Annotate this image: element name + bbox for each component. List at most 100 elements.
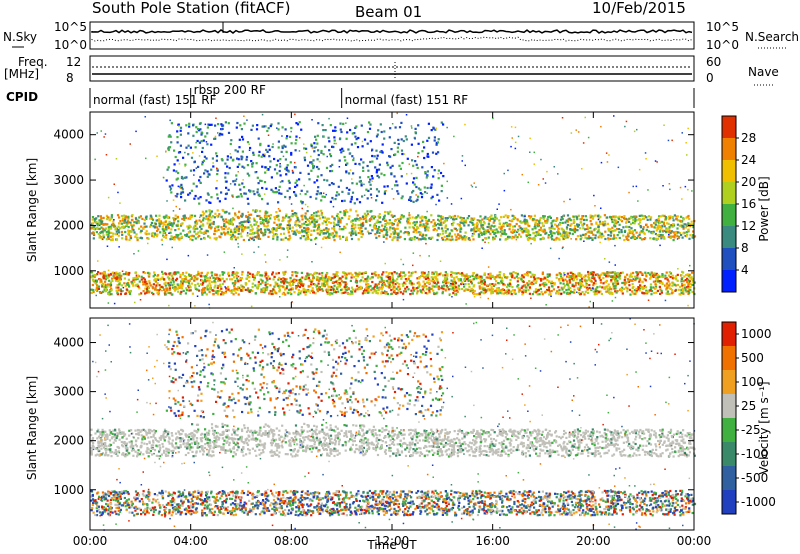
scatter-cell: [132, 229, 135, 232]
scatter-cell: [415, 231, 418, 234]
scatter-cell: [96, 287, 99, 290]
scatter-cell: [358, 201, 362, 204]
scatter-cell: [215, 187, 218, 190]
scatter-cell: [494, 224, 497, 228]
scatter-cell: [571, 273, 575, 276]
scatter-cell: [456, 223, 459, 226]
scatter-cell: [173, 163, 176, 166]
scatter-cell: [329, 124, 332, 127]
scatter-cell: [254, 284, 257, 287]
scatter-cell: [560, 277, 563, 280]
scatter-cell: [665, 282, 668, 285]
scatter-cell: [188, 273, 191, 276]
scatter-cell: [672, 291, 675, 294]
scatter-cell: [197, 273, 200, 276]
scatter-cell: [107, 274, 110, 277]
scatter-cell: [513, 276, 516, 279]
scatter-cell: [321, 222, 324, 225]
scatter-cell: [249, 232, 252, 235]
scatter-cell: [366, 277, 369, 280]
scatter-cell: [328, 285, 331, 289]
scatter-cell: [613, 222, 616, 225]
scatter-cell: [559, 218, 563, 221]
scatter-cell: [381, 286, 384, 289]
scatter-cell: [349, 272, 352, 275]
scatter-cell: [318, 277, 321, 280]
scatter-cell: [375, 188, 379, 191]
scatter-cell: [520, 276, 523, 279]
scatter-cell: [189, 225, 192, 228]
scatter-cell: [692, 230, 695, 233]
scatter-cell: [188, 192, 192, 195]
scatter-cell: [365, 188, 368, 191]
scatter-cell: [609, 228, 612, 231]
scatter-cell: [104, 288, 107, 291]
scatter-cell: [565, 226, 569, 229]
scatter-cell: [513, 225, 516, 228]
scatter-cell: [539, 238, 542, 241]
scatter-cell: [192, 182, 195, 185]
scatter-cell: [528, 286, 531, 289]
scatter-cell: [400, 277, 403, 280]
scatter-cell: [284, 167, 287, 170]
scatter-cell: [313, 225, 316, 228]
scatter-cell: [227, 273, 230, 276]
scatter-cell: [366, 212, 369, 216]
scatter-cell: [436, 234, 439, 237]
scatter-cell: [325, 218, 328, 221]
scatter-cell: [366, 291, 369, 294]
scatter-cell: [143, 218, 146, 222]
scatter-cell: [586, 231, 589, 234]
scatter-cell: [203, 286, 206, 290]
scatter-cell: [650, 290, 653, 293]
scatter-cell: [641, 273, 644, 276]
scatter-cell: [329, 292, 332, 295]
scatter-cell: [617, 216, 620, 219]
scatter-cell: [639, 236, 642, 240]
scatter-cell: [590, 287, 593, 291]
scatter-cell: [423, 237, 426, 240]
scatter-cell: [177, 123, 180, 126]
scatter-cell: [399, 291, 402, 294]
scatter-cell: [377, 228, 380, 231]
scatter-cell: [472, 229, 475, 232]
scatter-cell: [516, 236, 519, 239]
scatter-cell: [397, 289, 400, 292]
scatter-cell: [453, 272, 456, 275]
scatter-cell: [360, 124, 363, 127]
scatter-cell: [167, 225, 170, 228]
scatter-cell: [475, 223, 478, 226]
scatter-cell: [130, 219, 134, 222]
scatter-cell: [379, 287, 382, 290]
scatter-cell: [369, 183, 372, 186]
scatter-cell: [562, 232, 565, 235]
scatter-cell: [410, 282, 414, 285]
scatter-cell: [131, 214, 134, 217]
scatter-cell: [169, 223, 172, 226]
scatter-cell: [400, 175, 403, 178]
scatter-cell: [384, 219, 387, 222]
scatter-cell: [355, 210, 358, 213]
scatter-cell: [591, 217, 595, 220]
scatter-cell: [381, 279, 384, 282]
scatter-cell: [128, 271, 131, 275]
scatter-cell: [480, 282, 483, 286]
scatter-cell: [150, 221, 153, 224]
scatter-cell: [329, 293, 332, 296]
scatter-cell: [266, 129, 269, 133]
scatter-cell: [523, 221, 527, 224]
scatter-cell: [571, 228, 574, 231]
scatter-cell: [318, 228, 321, 231]
scatter-cell: [615, 277, 618, 280]
scatter-cell: [517, 284, 520, 287]
scatter-cell: [213, 286, 216, 289]
scatter-cell: [682, 223, 685, 226]
scatter-cell: [321, 272, 324, 275]
scatter-cell: [455, 235, 458, 238]
scatter-cell: [349, 152, 352, 155]
scatter-cell: [535, 277, 538, 280]
scatter-cell: [267, 144, 270, 147]
scatter-cell: [468, 238, 471, 241]
scatter-cell: [593, 277, 596, 280]
scatter-cell: [364, 291, 367, 294]
